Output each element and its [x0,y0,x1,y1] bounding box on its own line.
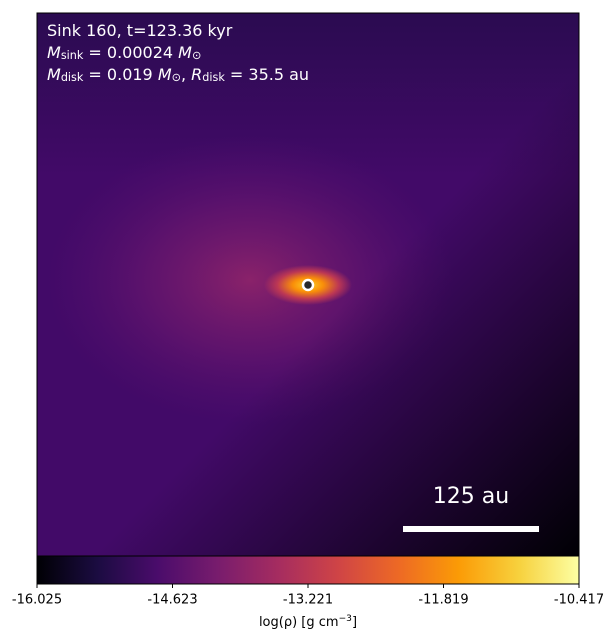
text-segment: disk [202,71,225,84]
text-segment: disk [61,71,84,84]
annotation-line: Mdisk = 0.019 M⊙, Rdisk = 35.5 au [47,65,309,84]
text-segment: ⊙ [192,49,201,62]
text-segment: ⊙ [172,71,181,84]
text-segment: M [158,65,172,84]
text-segment: M [47,43,61,62]
colorbar [36,555,580,585]
sink-marker [301,278,315,292]
tick-label: -10.417 [554,593,604,608]
tick-label: -13.221 [283,593,333,608]
text-segment: = 0.00024 [83,43,178,62]
text-segment: , [181,65,191,84]
colorbar-label: log(ρ) [g cm−3] [259,614,357,630]
tick-label: -11.819 [418,593,468,608]
tick-label: -14.623 [147,593,197,608]
scale-bar-label: 125 au [433,484,509,509]
text-segment: = 35.5 au [225,65,309,84]
annotation-line: Msink = 0.00024 M⊙ [47,43,201,62]
tick-label: -16.025 [12,593,62,608]
annotation-line: Sink 160, t=123.36 kyr [47,21,233,40]
text-segment: = 0.019 [83,65,157,84]
text-segment: M [178,43,192,62]
text-segment: log(ρ) [g cm [259,615,339,630]
text-segment: Sink 160, t=123.36 kyr [47,21,233,40]
text-segment: M [47,65,61,84]
text-segment: sink [61,49,84,62]
text-segment: −3 [339,614,353,624]
text-segment: R [191,65,202,84]
density-map [37,13,579,556]
colorbar-ticks: -16.025 -14.623 -13.221 -11.819 -10.417 [12,584,604,608]
text-segment: ] [352,615,357,630]
